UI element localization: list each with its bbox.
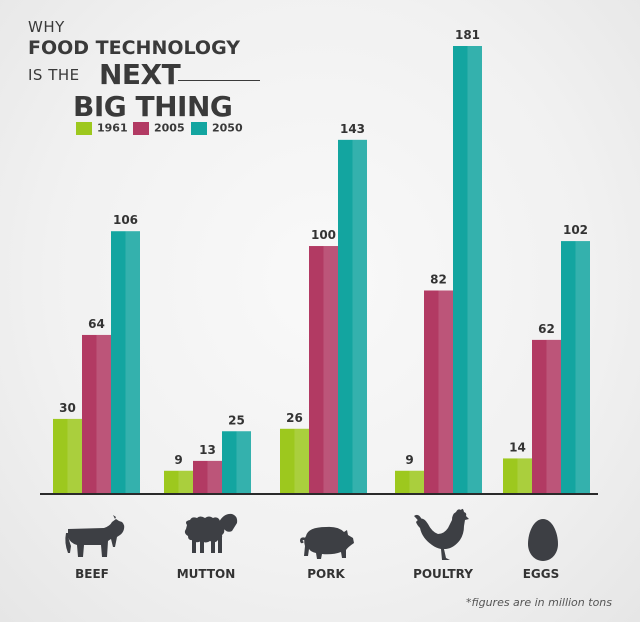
bar-highlight (575, 241, 590, 493)
bar-highlight (438, 290, 453, 493)
bar-eggs-2050 (561, 241, 590, 493)
value-label-mutton-2050: 25 (228, 413, 245, 427)
category-labels-layer: BEEF MUTTON PORK POULTRY EGGS (75, 567, 559, 581)
bar-rect (532, 339, 561, 493)
title-line-why: WHY (28, 18, 65, 36)
bar-rect (53, 418, 82, 493)
footnote: *figures are in million tons (465, 596, 612, 609)
category-icons (65, 508, 558, 561)
legend-swatch-1961 (76, 121, 92, 135)
value-label-pork-2005: 100 (311, 228, 336, 242)
bar-highlight (96, 334, 111, 493)
bars-layer (53, 46, 590, 493)
legend-swatch-2005 (133, 121, 149, 135)
egg-icon (528, 519, 558, 561)
pig-icon (300, 526, 354, 559)
bar-rect (193, 460, 222, 493)
title-line-food-technology: FOOD TECHNOLOGY (28, 37, 241, 59)
bar-beef-1961 (53, 418, 82, 493)
bar-beef-2050 (111, 231, 140, 493)
legend-swatch-2050 (191, 121, 207, 135)
category-label-mutton: MUTTON (177, 567, 236, 581)
title-is-the: IS THE (28, 66, 80, 84)
value-label-beef-1961: 30 (59, 401, 76, 415)
bar-highlight (236, 431, 251, 493)
bar-beef-2005 (82, 334, 111, 493)
bar-poultry-1961 (395, 470, 424, 493)
value-label-mutton-1961: 9 (174, 453, 182, 467)
legend-label-2050: 2050 (212, 121, 243, 135)
bar-rect (222, 431, 251, 493)
bar-highlight (67, 418, 82, 493)
bar-highlight (323, 246, 338, 493)
bar-rect (424, 290, 453, 493)
bar-mutton-1961 (164, 470, 193, 493)
value-label-eggs-2050: 102 (563, 223, 588, 237)
title-big-thing: BIG THING (73, 90, 233, 123)
value-label-poultry-1961: 9 (405, 453, 413, 467)
bar-highlight (409, 470, 424, 493)
chart-title: WHY FOOD TECHNOLOGY IS THE NEXT BIG THIN… (28, 18, 268, 123)
bar-pork-1961 (280, 428, 309, 493)
chicken-icon (414, 508, 469, 560)
bar-pork-2050 (338, 139, 367, 493)
bar-rect (309, 246, 338, 493)
bar-rect (111, 231, 140, 493)
title-next: NEXT (99, 58, 181, 91)
category-label-pork: PORK (307, 567, 345, 581)
value-label-poultry-2050: 181 (455, 28, 480, 42)
bar-highlight (178, 470, 193, 493)
category-label-beef: BEEF (75, 567, 109, 581)
bar-rect (453, 46, 482, 493)
legend-item-1961: 1961 (76, 121, 128, 135)
value-label-pork-1961: 26 (286, 411, 303, 425)
sheep-icon (184, 513, 238, 553)
legend-item-2050: 2050 (191, 121, 243, 135)
bar-highlight (294, 428, 309, 493)
legend-label-2005: 2005 (154, 121, 185, 135)
category-label-poultry: POULTRY (413, 567, 473, 581)
bar-highlight (467, 46, 482, 493)
bar-rect (82, 334, 111, 493)
value-label-beef-2050: 106 (113, 213, 138, 227)
value-label-eggs-1961: 14 (509, 440, 526, 454)
value-label-eggs-2005: 62 (538, 322, 555, 336)
value-label-mutton-2005: 13 (199, 443, 216, 457)
value-label-pork-2050: 143 (340, 122, 365, 136)
bar-rect (280, 428, 309, 493)
title-rule (178, 80, 260, 81)
legend-label-1961: 1961 (97, 121, 128, 135)
bar-rect (395, 470, 424, 493)
value-labels-layer: 30 64 106 9 13 25 26 100 143 9 82 181 14 62 102 (59, 28, 588, 467)
bar-eggs-2005 (532, 339, 561, 493)
bar-highlight (546, 339, 561, 493)
bar-rect (503, 458, 532, 493)
title-line-is-the-next: IS THE NEXT (28, 58, 268, 91)
bar-poultry-2050 (453, 46, 482, 493)
bar-rect (164, 470, 193, 493)
legend-item-2005: 2005 (133, 121, 185, 135)
bar-eggs-1961 (503, 458, 532, 493)
bar-poultry-2005 (424, 290, 453, 493)
bar-mutton-2005 (193, 460, 222, 493)
value-label-poultry-2005: 82 (430, 272, 447, 286)
bar-highlight (517, 458, 532, 493)
bar-highlight (125, 231, 140, 493)
bar-pork-2005 (309, 246, 338, 493)
bar-rect (338, 139, 367, 493)
bar-rect (561, 241, 590, 493)
value-label-beef-2005: 64 (88, 317, 105, 331)
bar-highlight (207, 460, 222, 493)
category-label-eggs: EGGS (523, 567, 560, 581)
cow-icon (65, 515, 125, 557)
bar-mutton-2050 (222, 431, 251, 493)
bar-highlight (352, 139, 367, 493)
